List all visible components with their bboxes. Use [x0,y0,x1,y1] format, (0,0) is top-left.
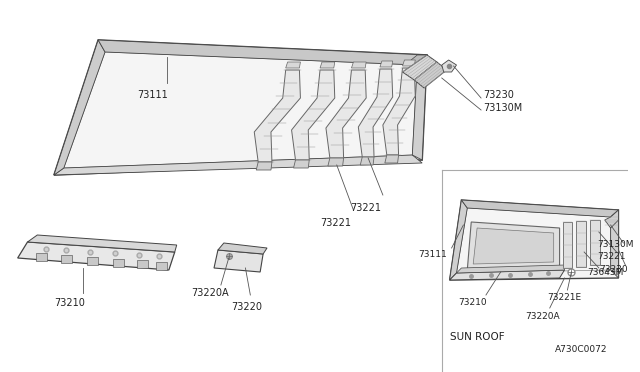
Text: 73643M: 73643M [587,268,623,277]
Polygon shape [98,40,427,65]
Polygon shape [61,254,72,263]
Polygon shape [450,200,467,280]
Polygon shape [360,157,374,165]
Text: 73130M: 73130M [483,103,522,113]
Polygon shape [412,55,427,160]
Polygon shape [256,162,272,170]
Polygon shape [328,158,344,166]
Polygon shape [467,222,559,270]
Polygon shape [326,70,366,158]
Polygon shape [590,220,600,265]
Text: 73230: 73230 [599,265,627,274]
Text: 73130M: 73130M [597,240,634,249]
Polygon shape [605,210,618,228]
Polygon shape [408,55,427,65]
Polygon shape [218,243,267,254]
Polygon shape [450,200,618,280]
Text: 73221: 73221 [597,252,625,261]
Polygon shape [383,68,415,155]
Polygon shape [414,62,447,88]
Text: 73111: 73111 [418,250,447,259]
Polygon shape [138,260,148,268]
Polygon shape [442,60,456,72]
Polygon shape [403,55,437,80]
Text: A730C0072: A730C0072 [555,345,607,354]
Polygon shape [18,242,175,270]
Text: SUN ROOF: SUN ROOF [450,332,504,342]
Polygon shape [292,70,335,160]
Polygon shape [88,257,98,264]
Polygon shape [456,208,611,273]
Polygon shape [156,262,167,270]
Polygon shape [28,235,177,252]
Polygon shape [285,62,300,68]
Polygon shape [36,253,47,261]
Polygon shape [576,221,586,267]
Polygon shape [611,210,618,278]
Text: 73210: 73210 [54,298,85,308]
Polygon shape [214,250,263,272]
Polygon shape [64,52,417,168]
Polygon shape [473,228,554,264]
Polygon shape [461,200,618,217]
Polygon shape [320,62,335,68]
Polygon shape [294,160,309,168]
Polygon shape [358,69,393,157]
Polygon shape [403,60,415,66]
Polygon shape [54,40,427,175]
Polygon shape [456,265,564,273]
Text: 73230: 73230 [483,90,514,100]
Text: 73210: 73210 [458,298,487,307]
Polygon shape [54,155,422,175]
Polygon shape [351,62,366,68]
Text: 73221E: 73221E [547,293,581,302]
Text: 73220A: 73220A [191,288,229,298]
Polygon shape [563,222,572,268]
Text: 73221: 73221 [320,218,351,228]
Polygon shape [254,70,300,162]
Text: 73221: 73221 [349,203,381,213]
Polygon shape [54,40,105,175]
Text: 73220A: 73220A [525,312,560,321]
Polygon shape [450,270,564,280]
Polygon shape [380,61,393,67]
Polygon shape [385,155,399,163]
Text: 73111: 73111 [138,90,168,100]
Text: 73220: 73220 [230,302,262,312]
Polygon shape [113,259,124,266]
